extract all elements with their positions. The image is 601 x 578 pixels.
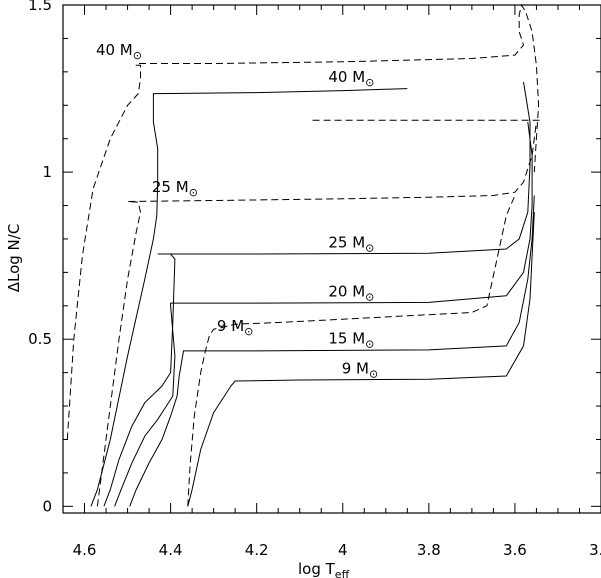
ticks-layer: 4.6 4.4 4.2 4 3.8 3.6 3.4 0 0.5 1 1.5: [28, 0, 601, 559]
y-tick-label: 0.5: [28, 330, 52, 348]
y-tick-label: 0: [42, 497, 52, 515]
curve-mass-label: 20 M⊙: [328, 282, 374, 303]
curve-mass-label: 15 M⊙: [328, 330, 374, 351]
plot-frame: [62, 4, 601, 514]
x-tick-label: 4.4: [159, 541, 183, 559]
curve-mass-label: 9 M⊙: [217, 317, 253, 338]
x-tick-label: 3.4: [589, 541, 601, 559]
series-line-6-dashed: [96, 121, 537, 507]
curve-mass-label: 25 M⊙: [152, 178, 198, 199]
series-line-0-solid: [90, 88, 408, 507]
curve-mass-label: 40 M⊙: [328, 68, 374, 89]
x-tick-label: 4: [338, 541, 348, 559]
curve-mass-label: 40 M⊙: [96, 41, 142, 62]
x-tick-label: 3.8: [417, 541, 441, 559]
curve-mass-label: 9 M⊙: [342, 359, 378, 380]
labels-layer: 40 M⊙ 40 M⊙ 25 M⊙ 25 M⊙ 20 M⊙ 9 M⊙ 15 M⊙ 9 M⊙: [96, 41, 378, 380]
series-line-2-solid: [114, 121, 533, 507]
series-line-3-solid: [129, 195, 535, 507]
y-tick-label: 1.5: [28, 0, 52, 14]
x-tick-label: 4.6: [73, 541, 97, 559]
y-tick-label: 1: [42, 163, 52, 181]
series-line-4-solid: [187, 212, 535, 507]
x-tick-label: 4.2: [245, 541, 269, 559]
series-line-5-dashed: [66, 3, 540, 440]
x-axis-label: log Teff: [298, 560, 350, 578]
x-tick-label: 3.6: [503, 541, 527, 559]
curves-layer: [66, 3, 541, 507]
y-axis-label: ΔLog N/C: [5, 224, 23, 293]
curve-mass-label: 25 M⊙: [328, 233, 374, 254]
series-line-1-solid: [103, 81, 531, 507]
series-line-7-dashed: [187, 195, 516, 507]
